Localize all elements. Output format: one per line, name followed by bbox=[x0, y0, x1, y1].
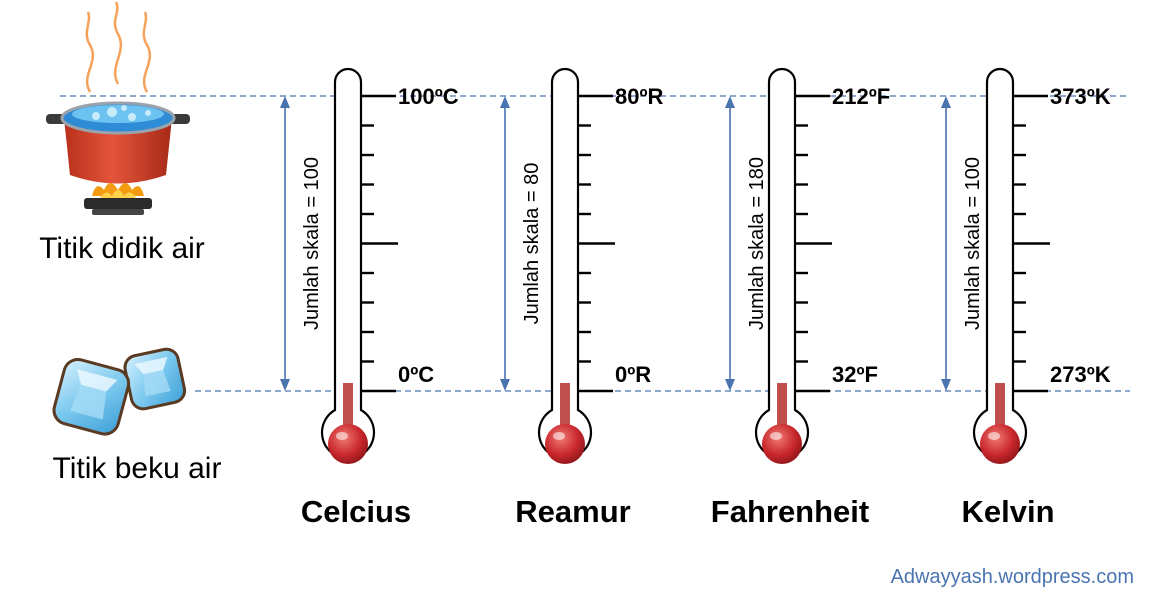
thermometer-3-bottom-label: 273ºK bbox=[1050, 362, 1111, 387]
thermometer-3-mercury bbox=[995, 383, 1005, 435]
thermometer-1-arrow-head-bottom bbox=[500, 379, 510, 391]
thermometer-0-mercury bbox=[343, 383, 353, 435]
thermometer-2-top-label: 212ºF bbox=[832, 84, 890, 109]
thermometer-1-name: Reamur bbox=[515, 494, 630, 529]
thermometer-2-bottom-label: 32ºF bbox=[832, 362, 878, 387]
thermometer-0-bulb-highlight bbox=[336, 432, 348, 440]
thermometer-2-arrow-head-bottom bbox=[725, 379, 735, 391]
thermometer-0-arrow-head-bottom bbox=[280, 379, 290, 391]
thermometer-0-arrow-head-top bbox=[280, 96, 290, 108]
thermometer-1-top-label: 80ºR bbox=[615, 84, 664, 109]
thermometer-2-bulb bbox=[762, 424, 802, 464]
watermark: Adwayyash.wordpress.com bbox=[891, 566, 1134, 588]
thermometer-0-span-label: Jumlah skala = 100 bbox=[301, 157, 323, 330]
thermometer-3-top-label: 373ºK bbox=[1050, 84, 1111, 109]
thermometer-2-mercury bbox=[777, 383, 787, 435]
thermometer-0-bulb bbox=[328, 424, 368, 464]
thermometer-1-glass bbox=[537, 67, 593, 460]
thermometer-1-bottom-label: 0ºR bbox=[615, 362, 651, 387]
thermometer-0-bottom-label: 0ºC bbox=[398, 362, 434, 387]
thermometer-1-mercury bbox=[560, 383, 570, 435]
ice-cubes-icon bbox=[52, 347, 187, 436]
thermometer-2-bulb-highlight bbox=[770, 432, 782, 440]
thermometer-0-name: Celcius bbox=[301, 494, 411, 529]
thermometer-0-top-label: 100ºC bbox=[398, 84, 459, 109]
thermometer-1-span-label: Jumlah skala = 80 bbox=[521, 163, 543, 325]
thermometer-3-name: Kelvin bbox=[961, 494, 1054, 529]
thermometer-3-glass bbox=[972, 67, 1028, 460]
freezing-point-label: Titik beku air bbox=[53, 452, 222, 485]
thermometer-1-bulb bbox=[545, 424, 585, 464]
thermometer-2-span-label: Jumlah skala = 180 bbox=[746, 157, 768, 330]
thermometer-1-arrow-head-top bbox=[500, 96, 510, 108]
thermometer-3-arrow-head-top bbox=[941, 96, 951, 108]
boiling-point-label: Titik didik air bbox=[39, 232, 205, 265]
thermometer-1-bulb-highlight bbox=[553, 432, 565, 440]
thermometer-3-arrow-head-bottom bbox=[941, 379, 951, 391]
thermometer-3-bulb-highlight bbox=[988, 432, 1000, 440]
boiling-pot-icon bbox=[46, 1, 190, 215]
thermometer-2-arrow-head-top bbox=[725, 96, 735, 108]
thermometer-3-span-label: Jumlah skala = 100 bbox=[962, 157, 984, 330]
thermometer-3-bulb bbox=[980, 424, 1020, 464]
thermometer-2-glass bbox=[754, 67, 810, 460]
thermometer-0-glass bbox=[320, 67, 376, 460]
thermometers: Jumlah skala = 100 100ºC 0ºC Celcius Jumlah … bbox=[280, 67, 1111, 529]
thermometer-2-name: Fahrenheit bbox=[711, 494, 869, 529]
